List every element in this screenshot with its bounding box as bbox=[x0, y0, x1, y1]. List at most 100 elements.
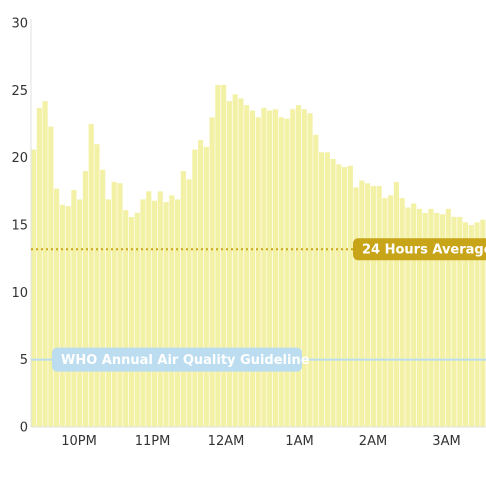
bar bbox=[54, 188, 60, 427]
bars-group bbox=[31, 84, 486, 428]
bar bbox=[232, 94, 238, 428]
bar bbox=[111, 181, 117, 427]
y-tick-label: 25 bbox=[11, 84, 28, 99]
bar bbox=[284, 118, 290, 428]
bar bbox=[272, 109, 279, 427]
bar bbox=[307, 113, 313, 427]
bar bbox=[36, 107, 42, 427]
reference-lines: 24 Hours Average: WHO Annual Air Quality … bbox=[31, 238, 486, 372]
bar bbox=[174, 199, 181, 427]
bar bbox=[203, 146, 209, 427]
bar bbox=[422, 212, 428, 427]
y-tick-label: 30 bbox=[11, 17, 28, 32]
bar bbox=[376, 185, 382, 427]
x-tick-label: 12AM bbox=[208, 434, 245, 449]
bar bbox=[48, 126, 54, 427]
bar bbox=[261, 107, 267, 427]
bar bbox=[42, 101, 48, 428]
bar bbox=[290, 109, 296, 427]
bar bbox=[163, 202, 169, 427]
bar bbox=[169, 195, 175, 427]
x-tick-label: 11PM bbox=[135, 434, 171, 449]
bar bbox=[295, 105, 302, 428]
bar bbox=[451, 216, 457, 427]
bar bbox=[215, 84, 221, 427]
bar bbox=[278, 117, 284, 428]
bar bbox=[318, 152, 325, 427]
bar bbox=[221, 84, 227, 427]
bar bbox=[100, 169, 106, 428]
bar bbox=[462, 222, 469, 427]
x-tick-label: 2AM bbox=[359, 434, 387, 449]
x-tick-label: 3AM bbox=[432, 434, 460, 449]
x-tick-label: 10PM bbox=[61, 434, 97, 449]
y-tick-label: 10 bbox=[11, 286, 28, 301]
who-label: WHO Annual Air Quality Guideline bbox=[61, 353, 310, 368]
bar bbox=[388, 195, 394, 427]
bar bbox=[117, 183, 123, 427]
bar bbox=[393, 181, 400, 427]
bar bbox=[336, 164, 342, 427]
bar bbox=[192, 149, 198, 427]
bar bbox=[353, 187, 359, 427]
bar bbox=[105, 199, 112, 427]
bar bbox=[347, 165, 353, 427]
bar bbox=[82, 171, 88, 427]
bar bbox=[313, 134, 319, 427]
bar bbox=[428, 208, 434, 427]
bar bbox=[468, 225, 474, 427]
y-tick-label: 0 bbox=[20, 421, 28, 436]
y-axis-ticks: 0 5 10 15 20 25 30 bbox=[11, 17, 28, 436]
y-tick-label: 5 bbox=[20, 353, 28, 368]
who-label-pill bbox=[52, 347, 302, 372]
bar bbox=[457, 216, 463, 427]
bar bbox=[94, 144, 100, 427]
bar bbox=[301, 109, 307, 427]
x-tick-label: 1AM bbox=[285, 434, 313, 449]
bar bbox=[140, 199, 146, 427]
bar bbox=[439, 214, 446, 427]
bar bbox=[59, 204, 65, 427]
bar bbox=[31, 149, 37, 427]
y-tick-label: 20 bbox=[11, 151, 28, 166]
bar bbox=[267, 110, 273, 427]
bar bbox=[180, 171, 186, 427]
bar bbox=[342, 167, 348, 427]
bar bbox=[128, 216, 135, 427]
average-label: 24 Hours Average: bbox=[362, 243, 486, 258]
average-label-pill bbox=[353, 238, 486, 261]
bar bbox=[411, 203, 417, 427]
bar bbox=[249, 110, 256, 427]
bar bbox=[382, 198, 388, 427]
bar bbox=[71, 189, 77, 427]
bar bbox=[445, 208, 451, 427]
bar bbox=[238, 98, 244, 427]
bar bbox=[474, 222, 480, 427]
bar bbox=[399, 198, 405, 427]
bar bbox=[365, 183, 371, 427]
bar bbox=[186, 179, 192, 427]
bar bbox=[123, 210, 129, 427]
bar bbox=[226, 101, 232, 428]
bar bbox=[157, 191, 163, 427]
bar bbox=[198, 140, 204, 427]
bar bbox=[151, 200, 158, 427]
bar bbox=[134, 212, 140, 427]
bar bbox=[244, 105, 250, 428]
bar bbox=[146, 191, 152, 427]
bar bbox=[370, 185, 376, 427]
bar bbox=[330, 159, 336, 427]
bar bbox=[324, 152, 330, 427]
bar bbox=[65, 206, 71, 427]
y-tick-label: 15 bbox=[11, 219, 28, 234]
bar bbox=[405, 207, 411, 427]
bar bbox=[480, 219, 486, 427]
bar bbox=[416, 208, 423, 427]
bar bbox=[88, 124, 94, 427]
x-axis-ticks: 10PM 11PM 12AM 1AM 2AM 3AM bbox=[61, 434, 461, 449]
bar bbox=[77, 199, 83, 427]
bar bbox=[434, 212, 440, 427]
bar bbox=[209, 117, 215, 428]
bar bbox=[359, 180, 365, 427]
